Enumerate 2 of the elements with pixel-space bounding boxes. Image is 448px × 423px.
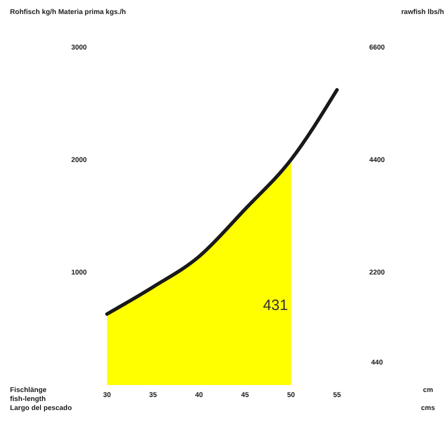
line-series	[105, 88, 339, 316]
annotation: 431	[262, 297, 288, 314]
